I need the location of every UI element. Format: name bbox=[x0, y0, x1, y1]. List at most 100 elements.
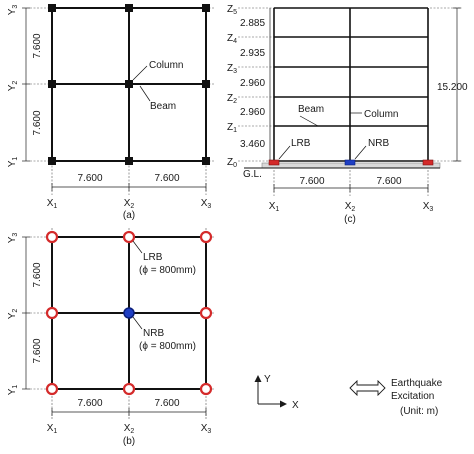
axis-label-y2: Y2 bbox=[7, 81, 19, 92]
x-span-label: 7.600 bbox=[77, 398, 102, 409]
storey-height: 2.885 bbox=[240, 18, 265, 29]
beam-leader-line bbox=[139, 85, 151, 102]
lrb-isolator bbox=[122, 230, 136, 244]
lrb-diameter: (ϕ = 800mm) bbox=[139, 265, 196, 276]
nrb-callout: NRB bbox=[143, 328, 164, 339]
z-label-z2: Z2 bbox=[227, 93, 237, 105]
axis-orientation-legend: Y X bbox=[254, 374, 299, 411]
lrb-isolator bbox=[268, 159, 280, 166]
panel-a-columns bbox=[48, 4, 210, 165]
panel-b-gridlines bbox=[30, 228, 215, 420]
column-square bbox=[125, 4, 133, 12]
axis-label-x2: X2 bbox=[124, 423, 135, 435]
panel-c-elevation: Z5 Z4 Z3 Z2 Z1 Z0 2.885 2.935 2.960 2.96… bbox=[227, 4, 468, 225]
storey-height: 2.960 bbox=[240, 78, 265, 89]
column-callout: Column bbox=[149, 60, 183, 71]
storey-height: 2.960 bbox=[240, 107, 265, 118]
nrb-callout: NRB bbox=[368, 138, 389, 149]
axis-label-y2: Y2 bbox=[7, 309, 19, 320]
z-label-z1: Z1 bbox=[227, 122, 237, 134]
lrb-isolator bbox=[45, 230, 59, 244]
axis-label-x1: X1 bbox=[47, 198, 58, 210]
x-span-label: 7.600 bbox=[376, 176, 401, 187]
y-span-label: 7.600 bbox=[32, 110, 43, 135]
panel-a-caption: (a) bbox=[123, 210, 135, 221]
y-span-label: 7.600 bbox=[32, 262, 43, 287]
lrb-leader-line bbox=[278, 145, 291, 160]
panel-b-dimension-lines bbox=[22, 236, 207, 416]
unit-label: (Unit: m) bbox=[400, 406, 438, 417]
y-span-label: 7.600 bbox=[32, 33, 43, 58]
lrb-isolator bbox=[199, 230, 213, 244]
y-span-label: 7.600 bbox=[32, 338, 43, 363]
axis-label-x3: X3 bbox=[201, 423, 212, 435]
lrb-callout: LRB bbox=[291, 138, 311, 149]
lrb-isolator bbox=[45, 306, 59, 320]
axis-label-x1: X1 bbox=[269, 201, 280, 213]
column-leader-line bbox=[132, 65, 148, 81]
nrb-isolator bbox=[123, 307, 135, 319]
column-square bbox=[202, 4, 210, 12]
panel-c-caption: (c) bbox=[344, 214, 356, 225]
column-callout: Column bbox=[364, 109, 398, 120]
beam-leader-line bbox=[299, 115, 319, 127]
axis-label-y3: Y3 bbox=[7, 5, 19, 16]
beam-callout: Beam bbox=[298, 104, 324, 115]
lrb-leader-line bbox=[132, 240, 143, 254]
nrb-diameter: (ϕ = 800mm) bbox=[139, 341, 196, 352]
panel-b-isolators: LRB (ϕ = 800mm) NRB (ϕ = 800mm) 7.600 7.… bbox=[7, 228, 215, 447]
ground-level-label: G.L. bbox=[243, 169, 262, 180]
total-height: 15.200 bbox=[437, 82, 468, 93]
storey-height: 3.460 bbox=[240, 139, 265, 150]
panel-a-gridlines bbox=[30, 7, 215, 195]
nrb-leader-line bbox=[354, 145, 367, 160]
column-square bbox=[202, 157, 210, 165]
z-label-z5: Z5 bbox=[227, 4, 237, 16]
excitation-label-line2: Excitation bbox=[391, 391, 434, 402]
column-square bbox=[125, 80, 133, 88]
nrb-isolator bbox=[344, 159, 356, 166]
axis-label-y1: Y1 bbox=[7, 385, 19, 396]
x-span-label: 7.600 bbox=[154, 173, 179, 184]
panel-a-plan: Column Beam 7.600 7.600 7.600 7.600 X1 X… bbox=[7, 4, 215, 221]
panel-b-caption: (b) bbox=[123, 436, 135, 447]
lrb-isolator bbox=[422, 159, 434, 166]
panel-a-dimension-lines bbox=[22, 7, 207, 191]
x-span-label: 7.600 bbox=[77, 173, 102, 184]
axis-label-x1: X1 bbox=[47, 423, 58, 435]
axis-label-x2: X2 bbox=[124, 198, 135, 210]
z-label-z0: Z0 bbox=[227, 157, 237, 169]
axis-label-y1: Y1 bbox=[7, 157, 19, 168]
axis-label-x2: X2 bbox=[345, 201, 356, 213]
lrb-isolator bbox=[199, 306, 213, 320]
x-span-label: 7.600 bbox=[154, 398, 179, 409]
x-direction-label: X bbox=[292, 400, 299, 411]
column-square bbox=[202, 80, 210, 88]
double-arrow-icon bbox=[349, 379, 386, 397]
panel-c-storey-guides bbox=[238, 7, 462, 196]
lrb-isolator bbox=[45, 382, 59, 396]
z-label-z4: Z4 bbox=[227, 33, 237, 45]
x-span-label: 7.600 bbox=[299, 176, 324, 187]
axis-label-y3: Y3 bbox=[7, 233, 19, 244]
lrb-isolator bbox=[122, 382, 136, 396]
axis-label-x3: X3 bbox=[201, 198, 212, 210]
column-square bbox=[48, 4, 56, 12]
lrb-isolators bbox=[45, 230, 213, 396]
column-square bbox=[125, 157, 133, 165]
axis-label-x3: X3 bbox=[423, 201, 434, 213]
excitation-legend: Earthquake Excitation (Unit: m) bbox=[349, 378, 443, 417]
y-direction-label: Y bbox=[264, 374, 271, 385]
panel-c-height-dimension bbox=[269, 7, 461, 192]
column-square bbox=[48, 157, 56, 165]
z-label-z3: Z3 bbox=[227, 63, 237, 75]
panel-c-frame bbox=[273, 7, 429, 162]
excitation-label-line1: Earthquake bbox=[391, 378, 443, 389]
column-square bbox=[48, 80, 56, 88]
storey-height: 2.935 bbox=[240, 48, 265, 59]
lrb-callout: LRB bbox=[143, 252, 163, 263]
nrb-leader-line bbox=[132, 316, 143, 330]
lrb-isolator bbox=[199, 382, 213, 396]
beam-callout: Beam bbox=[150, 101, 176, 112]
